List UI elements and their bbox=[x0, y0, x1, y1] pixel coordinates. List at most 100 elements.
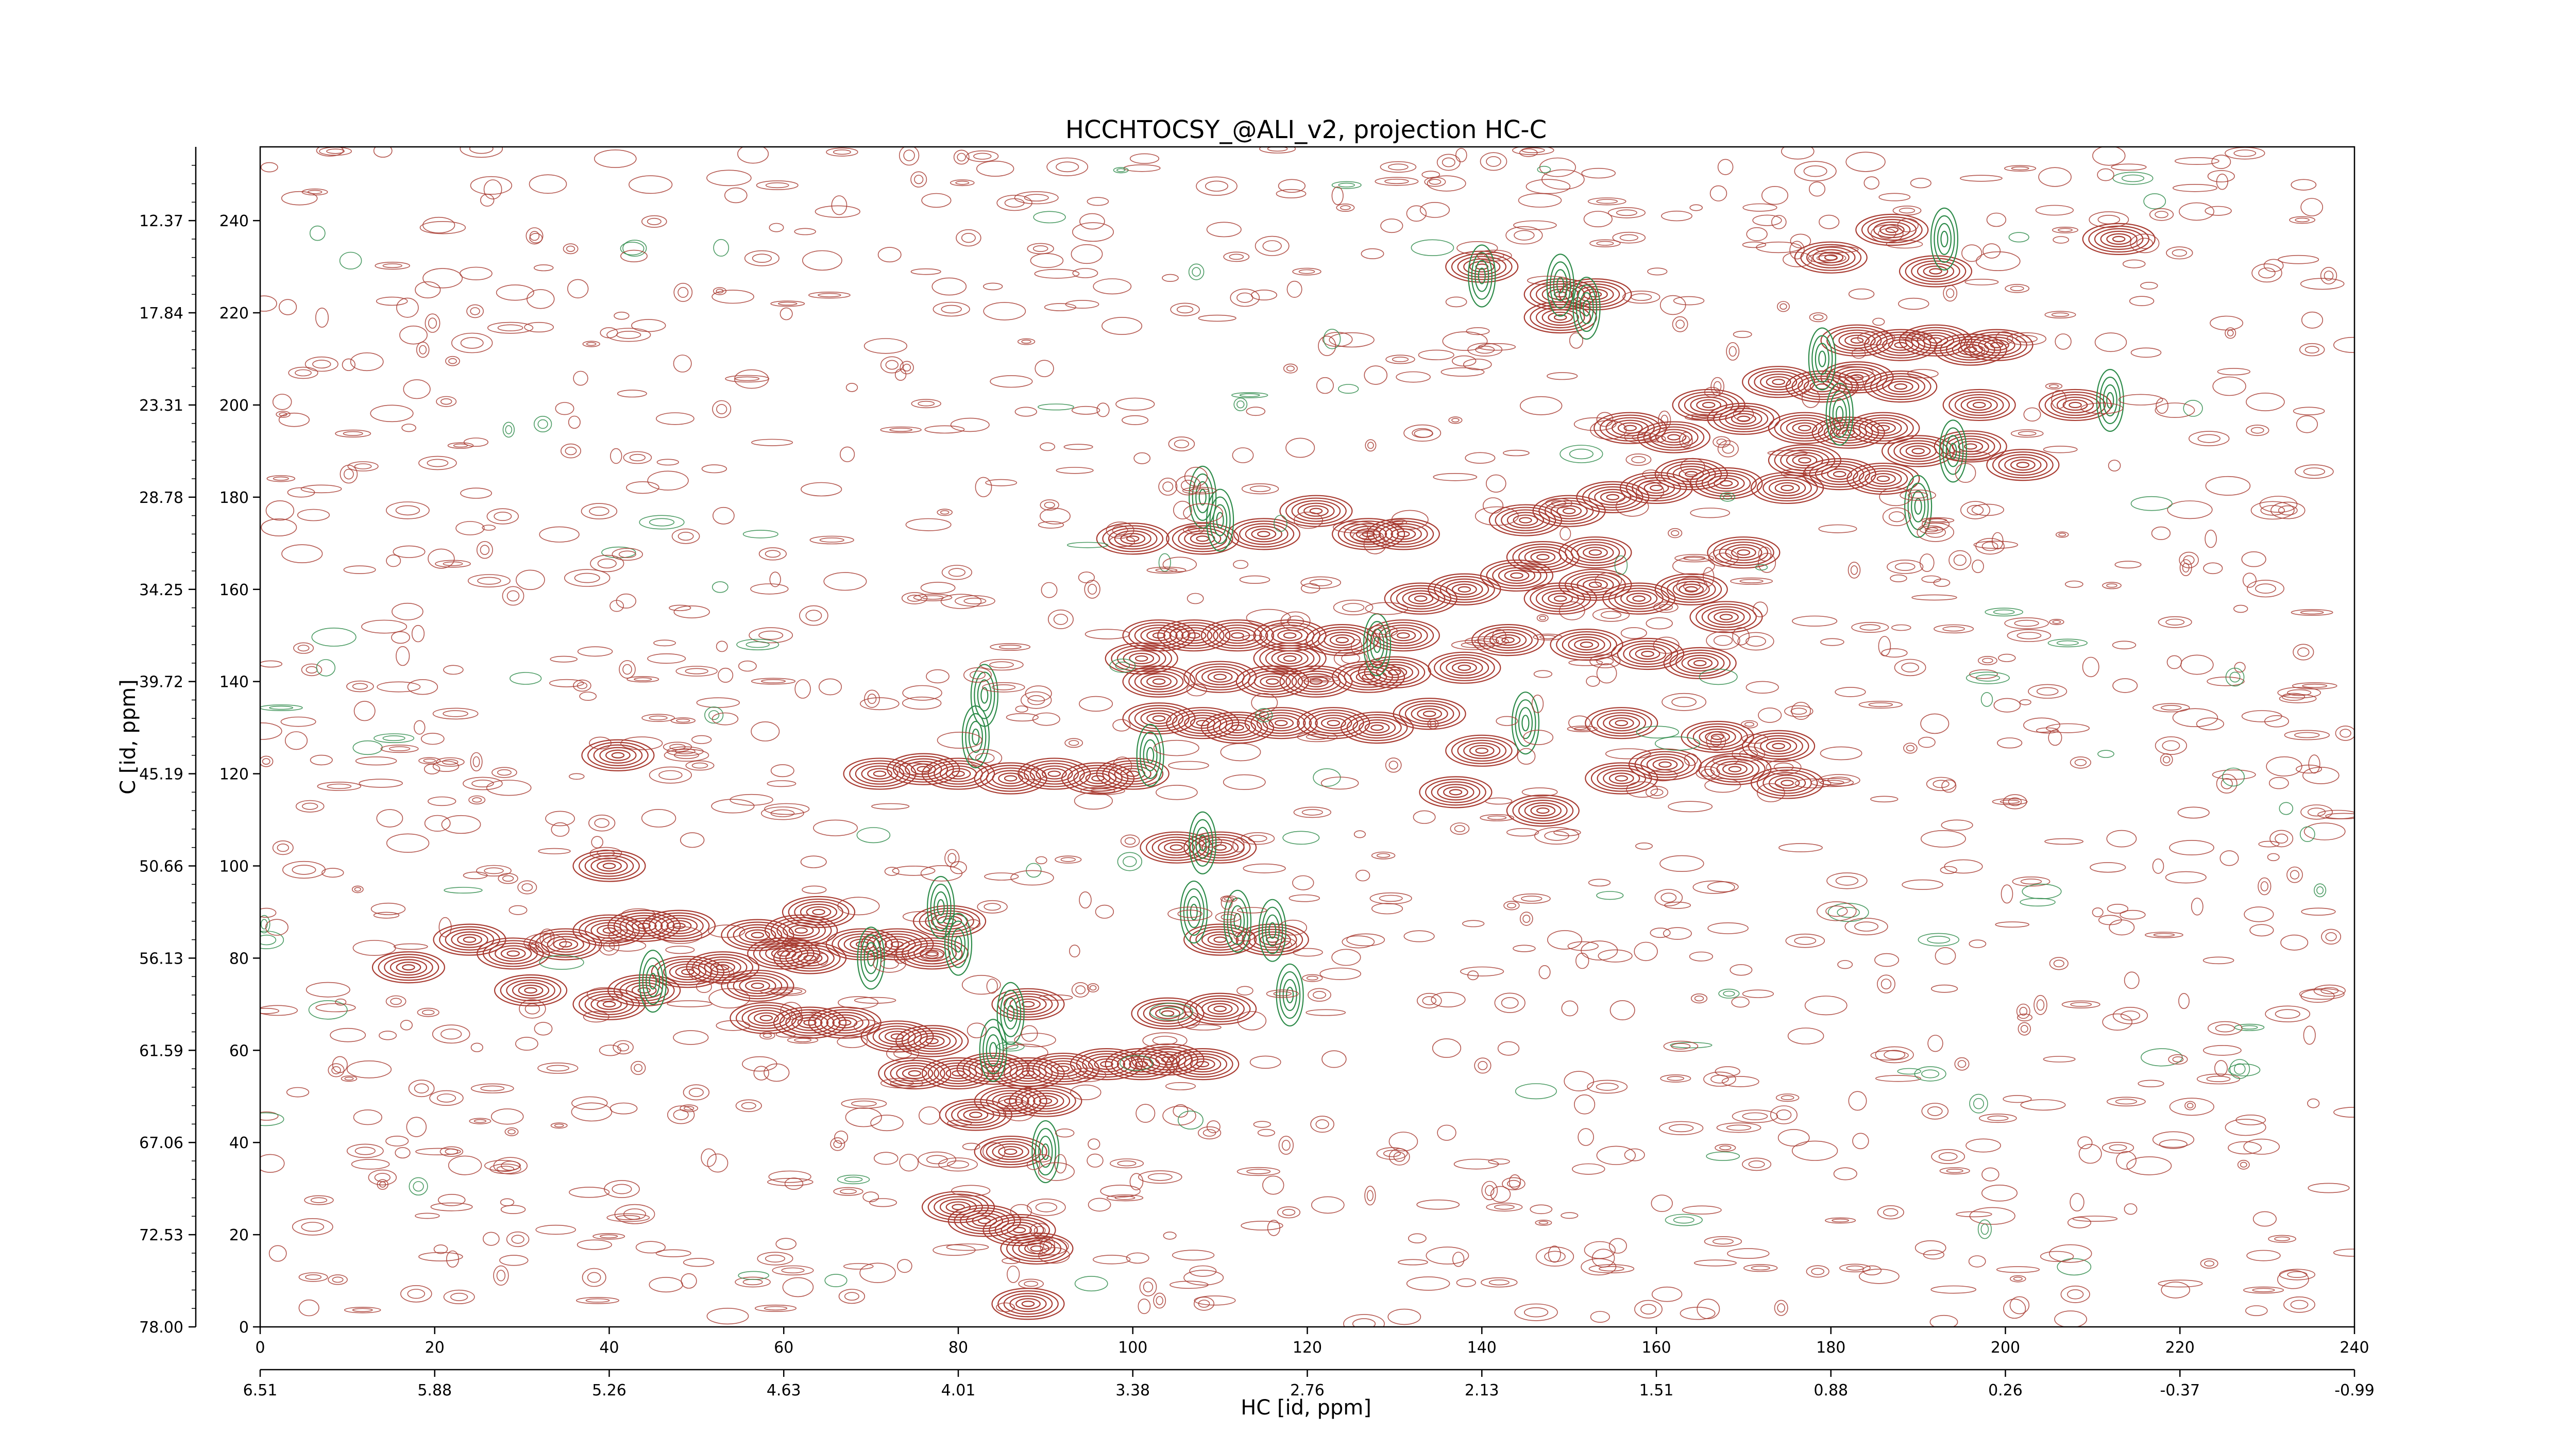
noise-contour bbox=[1034, 268, 1080, 279]
noise-contour bbox=[477, 577, 501, 585]
noise-contour bbox=[1168, 761, 1209, 770]
positive-peak-contour bbox=[934, 1062, 983, 1085]
positive-peak-contour bbox=[1439, 656, 1489, 679]
noise-contour bbox=[1450, 822, 1470, 835]
noise-contour bbox=[2053, 959, 2064, 968]
noise-contour bbox=[326, 148, 345, 154]
positive-peak-contour bbox=[1492, 564, 1541, 587]
noise-contour bbox=[1631, 293, 1652, 301]
positive-peak-contour bbox=[602, 863, 616, 869]
negative-peak-contour bbox=[1038, 1135, 1053, 1168]
positive-peak-contour bbox=[1623, 425, 1637, 431]
noise-contour bbox=[577, 682, 588, 689]
noise-contour bbox=[1333, 599, 1374, 615]
noise-contour bbox=[1790, 707, 1807, 715]
negative-peak bbox=[1206, 488, 1234, 552]
noise-contour bbox=[623, 451, 652, 464]
noise-contour bbox=[1662, 693, 1706, 711]
noise-contour bbox=[2049, 957, 2069, 970]
positive-peak-contour bbox=[1315, 715, 1352, 732]
noise-contour bbox=[1956, 1211, 1992, 1218]
noise-contour bbox=[1251, 693, 1278, 713]
positive-peak-contour bbox=[1876, 475, 1890, 482]
noise-contour bbox=[1777, 301, 1790, 312]
noise-contour bbox=[947, 1120, 972, 1126]
positive-peak-contour bbox=[1277, 652, 1303, 665]
positive-peak-contour bbox=[1279, 665, 1353, 698]
noise-contour bbox=[1297, 731, 1337, 743]
noise-contour bbox=[767, 780, 796, 787]
noise-contour bbox=[407, 1289, 426, 1299]
positive-peak-contour bbox=[1366, 619, 1440, 652]
noise-contour bbox=[751, 721, 780, 742]
positive-peak-contour bbox=[826, 1014, 863, 1031]
noise-contour bbox=[555, 402, 574, 415]
noise-contour bbox=[1187, 593, 1204, 604]
noise-contour bbox=[918, 400, 935, 407]
positive-peak-contour bbox=[1701, 606, 1751, 628]
noise-contour bbox=[395, 1147, 411, 1159]
noise-contour bbox=[1398, 1259, 1428, 1266]
negative-peak-contour bbox=[1146, 747, 1155, 764]
noise-contour bbox=[2159, 1139, 2188, 1149]
noise-contour bbox=[2130, 347, 2162, 358]
noise-contour bbox=[664, 749, 709, 762]
positive-peak-contour bbox=[1247, 670, 1297, 693]
noise-contour bbox=[1376, 853, 1391, 858]
noise-contour bbox=[1780, 303, 1787, 310]
noise-contour bbox=[443, 665, 464, 675]
noise-contour bbox=[818, 293, 841, 297]
noise-contour bbox=[469, 147, 494, 154]
noise-contour bbox=[2233, 1063, 2246, 1075]
noise-contour bbox=[1781, 147, 1815, 160]
noise-contour bbox=[1694, 995, 1704, 1002]
noise-contour bbox=[2196, 1073, 2241, 1085]
noise-contour bbox=[1158, 553, 1171, 572]
noise-contour bbox=[527, 289, 555, 309]
noise-contour bbox=[1854, 921, 1879, 932]
noise-contour bbox=[484, 867, 504, 874]
positive-peak-contour bbox=[547, 936, 584, 953]
noise-contour bbox=[1758, 552, 1776, 573]
negative-peak-contour bbox=[1937, 223, 1952, 256]
positive-peak-contour bbox=[1821, 466, 1858, 483]
noise-contour bbox=[1340, 205, 1351, 210]
noise-contour bbox=[1781, 1095, 1794, 1100]
positive-peak-contour bbox=[593, 744, 643, 766]
positive-peak-contour bbox=[1713, 539, 1774, 566]
negative-peak-contour bbox=[1369, 628, 1385, 661]
positive-peak-contour bbox=[572, 988, 646, 1020]
noise-contour bbox=[448, 1155, 482, 1175]
positive-peak-contour bbox=[1190, 1058, 1215, 1070]
noise-contour bbox=[494, 511, 512, 521]
noise-contour bbox=[1440, 367, 1485, 377]
noise-contour bbox=[1804, 996, 1848, 1016]
noise-contour bbox=[1278, 1136, 1294, 1155]
positive-peak-contour bbox=[1719, 542, 1769, 564]
noise-contour bbox=[422, 216, 455, 233]
noise-contour bbox=[1886, 240, 1923, 249]
noise-contour bbox=[781, 1267, 805, 1274]
noise-contour bbox=[1182, 486, 1217, 495]
positive-peak-contour bbox=[1649, 426, 1699, 448]
noise-contour bbox=[1293, 806, 1332, 818]
noise-contour bbox=[1770, 1105, 1798, 1124]
positive-peak-contour bbox=[1707, 475, 1745, 492]
noise-contour bbox=[1739, 579, 1764, 584]
positive-peak-contour bbox=[1443, 786, 1468, 798]
noise-contour bbox=[922, 595, 944, 600]
noise-contour bbox=[393, 943, 428, 950]
noise-contour bbox=[1313, 768, 1341, 787]
noise-contour bbox=[260, 295, 277, 312]
noise-contour bbox=[2320, 987, 2339, 995]
noise-contour bbox=[609, 1102, 638, 1115]
noise-contour bbox=[1030, 253, 1064, 268]
positive-peak bbox=[1279, 495, 1353, 527]
noise-contour bbox=[612, 548, 643, 561]
noise-contour bbox=[432, 761, 460, 772]
noise-contour bbox=[261, 518, 297, 536]
noise-contour bbox=[1138, 1170, 1182, 1184]
noise-contour bbox=[688, 963, 730, 983]
positive-peak bbox=[1585, 707, 1658, 739]
noise-contour bbox=[837, 1174, 870, 1185]
